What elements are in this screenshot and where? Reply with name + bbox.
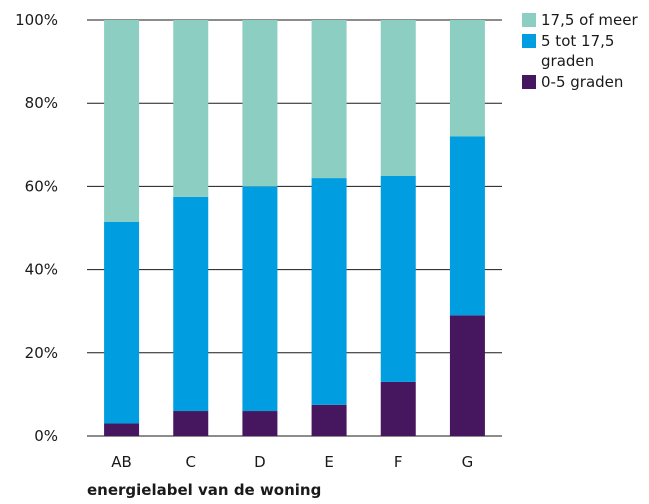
bar-segment	[449, 136, 485, 316]
bar-segment	[104, 221, 140, 424]
bar-segment	[173, 196, 209, 412]
x-tick-label: D	[254, 453, 266, 471]
x-axis-tick-labels: AB C D E F G	[111, 453, 473, 471]
y-tick-label: 80%	[25, 94, 58, 112]
x-tick-label: E	[324, 453, 333, 471]
y-tick-label: 60%	[25, 177, 58, 195]
x-tick-label: G	[462, 453, 474, 471]
bar-segment	[242, 20, 278, 187]
x-axis-title: energielabel van de woning	[87, 481, 321, 499]
x-tick-label: AB	[111, 453, 132, 471]
gridlines	[87, 19, 502, 437]
bar-segment	[449, 20, 485, 137]
legend-swatch	[522, 34, 536, 48]
bar-segment	[104, 20, 140, 222]
bar-segment	[449, 315, 485, 436]
legend: 17,5 of meer 5 tot 17,5 graden 0-5 graden	[522, 11, 638, 91]
legend-swatch	[522, 13, 536, 27]
bar-segment	[380, 381, 416, 436]
bar-segment	[311, 20, 347, 179]
y-tick-label: 20%	[25, 344, 58, 362]
bar-segment	[380, 20, 416, 176]
bar-segment	[311, 404, 347, 436]
bar-segment	[311, 178, 347, 405]
bars	[104, 20, 485, 436]
legend-label: 5 tot 17,5	[541, 32, 614, 50]
bar-segment	[242, 411, 278, 436]
legend-label: 0-5 graden	[541, 73, 623, 91]
bar-segment	[173, 20, 209, 197]
legend-label: 17,5 of meer	[541, 11, 638, 29]
bar-segment	[104, 423, 140, 436]
y-axis-tick-labels: 0% 20% 40% 60% 80% 100%	[15, 11, 58, 445]
bar-segment	[380, 176, 416, 382]
y-tick-label: 100%	[15, 11, 58, 29]
bar-segment	[173, 411, 209, 436]
legend-swatch	[522, 75, 536, 89]
legend-label: graden	[541, 52, 594, 70]
x-tick-label: C	[186, 453, 196, 471]
y-tick-label: 40%	[25, 261, 58, 279]
x-tick-label: F	[394, 453, 403, 471]
y-tick-label: 0%	[34, 427, 58, 445]
bar-segment	[242, 186, 278, 412]
